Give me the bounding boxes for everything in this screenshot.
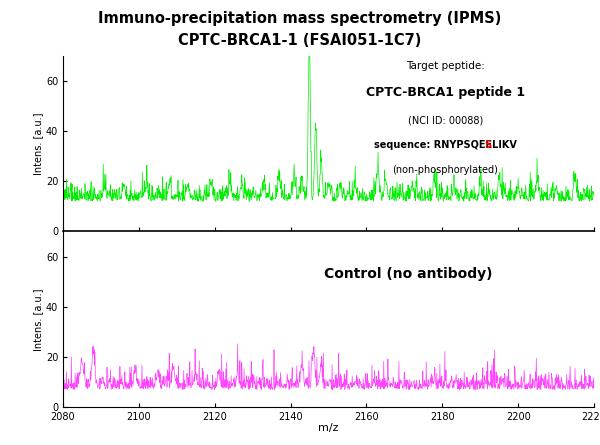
- Text: Control (no antibody): Control (no antibody): [324, 267, 493, 280]
- Text: CPTC-BRCA1 peptide 1: CPTC-BRCA1 peptide 1: [366, 85, 525, 98]
- Text: Target peptide:: Target peptide:: [406, 61, 485, 71]
- Text: S: S: [484, 140, 491, 150]
- Text: (non-phosphorylated): (non-phosphorylated): [392, 165, 498, 174]
- Y-axis label: Intens. [a.u.]: Intens. [a.u.]: [33, 288, 43, 351]
- Text: Immuno-precipitation mass spectrometry (IPMS): Immuno-precipitation mass spectrometry (…: [98, 11, 502, 26]
- Y-axis label: Intens. [a.u.]: Intens. [a.u.]: [33, 112, 43, 175]
- Text: (NCI ID: 00088): (NCI ID: 00088): [407, 115, 483, 125]
- Text: 2144.936: 2144.936: [0, 444, 1, 445]
- X-axis label: m/z: m/z: [318, 424, 339, 433]
- Text: CPTC-BRCA1-1 (FSAI051-1C7): CPTC-BRCA1-1 (FSAI051-1C7): [178, 33, 422, 49]
- Text: sequence: RNYPSQEELIKV: sequence: RNYPSQEELIKV: [374, 140, 517, 150]
